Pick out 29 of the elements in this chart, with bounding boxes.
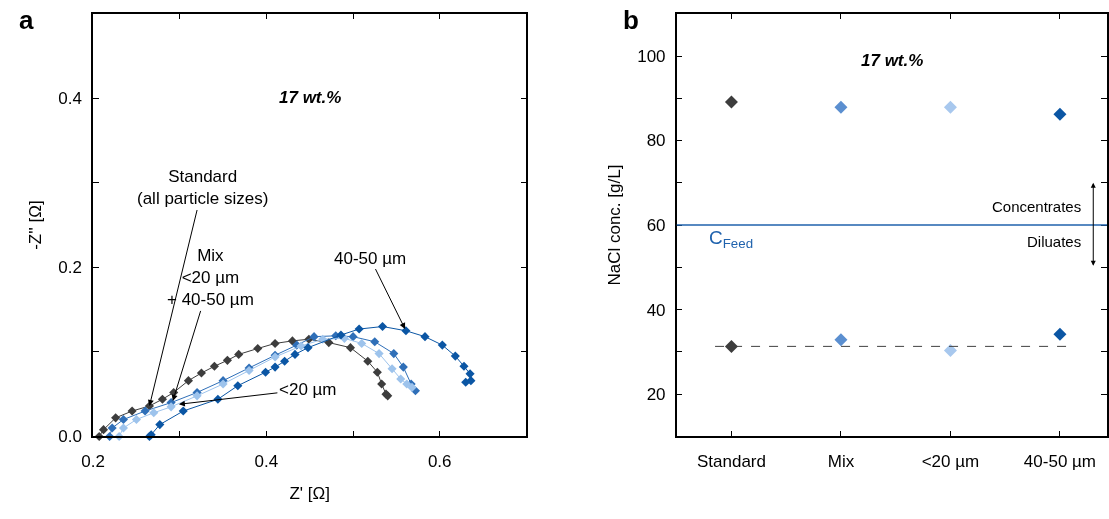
y-tick-label: 0.0 <box>58 427 82 447</box>
y-axis-title: NaCl conc. [g/L] <box>605 164 625 286</box>
ref-line-label: C$_{Feed}$ <box>709 227 754 251</box>
y-tick-label: 20 <box>646 385 666 405</box>
x-tick-label: Standard <box>696 451 766 471</box>
y-tick-label: 80 <box>646 131 666 151</box>
y-tick-label: 100 <box>637 46 666 66</box>
y-tick-label: 40 <box>646 300 666 320</box>
x-axis-title: Z' [Ω] <box>289 484 330 504</box>
text: b <box>623 5 639 35</box>
x-tick-label: 40-50 µm <box>1023 451 1097 471</box>
x-tick-label: 0.6 <box>427 451 452 471</box>
y-tick-label: 0.2 <box>58 258 82 278</box>
y-axis-title: -Z'' [Ω] <box>26 200 46 250</box>
x-tick-label: Mix <box>827 451 855 471</box>
annotation: 40-50 µm <box>334 249 407 268</box>
annotation: <20 µm <box>279 380 337 399</box>
text: 17 wt.% <box>861 51 924 70</box>
annotation: Mix <20 µm + 40-50 µm <box>167 246 254 310</box>
y-tick-label: 60 <box>646 216 666 236</box>
annotation: Diluates <box>1027 233 1082 250</box>
annotation: Concentrates <box>992 198 1082 215</box>
y-tick-label: 0.4 <box>58 89 82 109</box>
annotation: Standard (all particle sizes) <box>137 167 269 209</box>
text: 17 wt.% <box>279 88 342 107</box>
x-tick-label: 0.4 <box>254 451 279 471</box>
x-tick-label: <20 µm <box>921 451 980 471</box>
x-tick-label: 0.2 <box>81 451 105 471</box>
text: a <box>19 5 34 35</box>
